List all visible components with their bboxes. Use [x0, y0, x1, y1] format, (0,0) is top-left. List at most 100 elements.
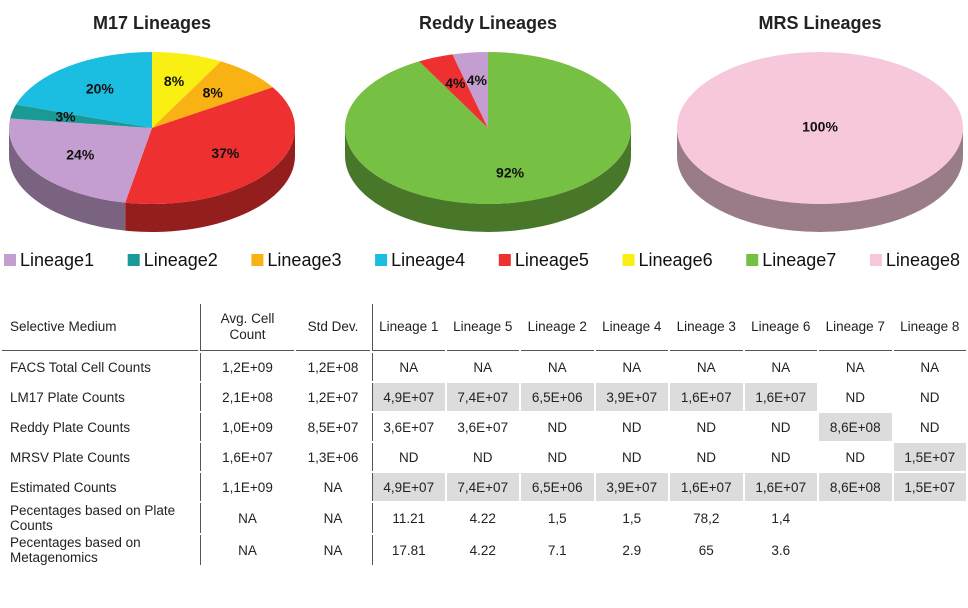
pie-label: 8%	[203, 84, 224, 100]
table-cell: Std Dev.	[296, 304, 370, 351]
legend-label: Lineage4	[391, 250, 465, 270]
table-cell: NA	[473, 359, 493, 375]
table-cell: 4.22	[469, 542, 496, 558]
table-row: Estimated Counts 1,1E+09 NA 4,9E+07 7,4E+07 6…	[2, 473, 966, 501]
pie-label: 37%	[211, 145, 240, 161]
table-cell: NA	[622, 359, 642, 375]
legend-label: Lineage7	[762, 250, 836, 270]
pie-slice	[15, 52, 153, 128]
pie-slice	[419, 54, 488, 128]
table-cell: NA	[200, 503, 294, 533]
table-cell: Estimated Counts	[10, 479, 117, 495]
table-cell: 8,6E+08	[819, 473, 892, 501]
table-cell: 1,5E+07	[893, 443, 966, 471]
pie-slice	[677, 52, 963, 204]
table-cell: 1,6E+07	[744, 473, 817, 501]
table-cell: 3,6E+07	[457, 419, 509, 435]
table-cell: ND	[547, 449, 568, 465]
table-cell: 1,5E+07	[893, 473, 966, 501]
table-cell: ND	[845, 389, 866, 405]
table-cell: LM17 Plate Counts	[10, 389, 125, 405]
pie-title: MRS Lineages	[758, 13, 881, 33]
legend-label: Lineage8	[886, 250, 960, 270]
table-cell: ND	[920, 419, 940, 435]
table-cell: 1,0E+09	[200, 413, 294, 441]
table-cell: NA	[323, 479, 343, 495]
pie-slice	[10, 104, 153, 128]
table-cell: NA	[771, 359, 791, 375]
data-table: Selective Medium Avg. Cell Count Std Dev. L…	[0, 302, 968, 567]
table-cell: 1,2E+09	[200, 353, 294, 381]
table-cell: ND	[696, 449, 717, 465]
pie-slice	[152, 52, 221, 128]
table-cell: ND	[473, 449, 493, 465]
table-cell: 4.22	[469, 510, 496, 526]
table-cell: 8,6E+08	[819, 413, 892, 441]
pie-slice	[152, 61, 273, 128]
table-cell: 11.21	[372, 503, 445, 533]
table-cell: Avg. Cell Count	[200, 304, 294, 351]
table-row: Pecentages based on Metagenomics NA NA 17.8…	[2, 535, 966, 565]
table-cell: Lineage 8	[893, 304, 966, 351]
pie-label: 4%	[445, 75, 466, 91]
pie-side	[345, 128, 631, 232]
legend-label: Lineage1	[20, 250, 94, 270]
table-cell: 1,5	[622, 510, 642, 526]
table-cell: MRSV Plate Counts	[10, 449, 131, 465]
table-cell: NA	[372, 353, 445, 381]
table-cell: 78,2	[693, 510, 720, 526]
table-cell: 2.9	[622, 542, 642, 558]
pie-title: Reddy Lineages	[419, 13, 557, 33]
pie-slice	[125, 87, 295, 204]
table-cell: 1,6E+07	[744, 383, 817, 411]
pie-slice	[452, 52, 488, 128]
table-cell: NA	[323, 510, 343, 526]
legend-swatch	[498, 254, 511, 266]
table-cell: 65	[698, 542, 714, 558]
pie-title: M17 Lineages	[93, 13, 211, 33]
table-cell: 6,5E+06	[521, 473, 594, 501]
table-cell: 8,5E+07	[307, 419, 359, 435]
table-cell: ND	[920, 389, 940, 405]
legend-label: Lineage3	[267, 250, 341, 270]
table-cell: NA	[323, 542, 343, 558]
table-cell: Lineage 2	[521, 304, 594, 351]
pie-label: 3%	[55, 108, 76, 124]
table-cell: 1,6E+07	[670, 383, 743, 411]
table-row: Pecentages based on Plate Counts NA NA 11.2…	[2, 503, 966, 533]
table-row: FACS Total Cell Counts 1,2E+09 1,2E+08 NA NA…	[2, 353, 966, 381]
pie-label: 24%	[66, 146, 95, 162]
pie-label: 8%	[164, 73, 185, 89]
table-cell: ND	[547, 419, 568, 435]
table-cell: FACS Total Cell Counts	[10, 359, 151, 375]
table-cell: NA	[696, 359, 716, 375]
legend-swatch	[251, 254, 264, 266]
legend-swatch	[127, 254, 140, 266]
table-cell: ND	[771, 449, 791, 465]
table-cell: 6,5E+06	[521, 383, 594, 411]
pie-label: 20%	[86, 81, 115, 97]
table-cell: Lineage 5	[446, 304, 519, 351]
legend-label: Lineage6	[639, 250, 713, 270]
table-cell: ND	[372, 443, 445, 471]
table-cell: NA	[920, 359, 940, 375]
table-cell: 1,1E+09	[200, 473, 294, 501]
table-cell: 7.1	[547, 542, 567, 558]
table-row: Selective Medium Avg. Cell Count Std Dev. L…	[2, 304, 966, 351]
table-cell: ND	[845, 449, 866, 465]
table-cell: 2,1E+08	[200, 383, 294, 411]
legend-label: Lineage2	[144, 250, 218, 270]
table-cell: 3.6	[771, 542, 791, 558]
table-cell: Lineage 4	[595, 304, 668, 351]
table-cell: NA	[200, 535, 294, 565]
table-cell: Selective Medium	[2, 304, 198, 351]
table-cell: NA	[547, 359, 567, 375]
table-cell: 17.81	[372, 535, 445, 565]
legend-swatch	[375, 254, 388, 266]
table-cell: Pecentages based on Metagenomics	[10, 535, 141, 565]
charts: M17 Lineages 8% 8% 37% 24% 3% 20% Reddy Lineage…	[4, 13, 963, 270]
legend-swatch	[622, 254, 635, 266]
table-cell: 4,9E+07	[372, 473, 445, 501]
table-cell: 3,6E+07	[372, 413, 445, 441]
